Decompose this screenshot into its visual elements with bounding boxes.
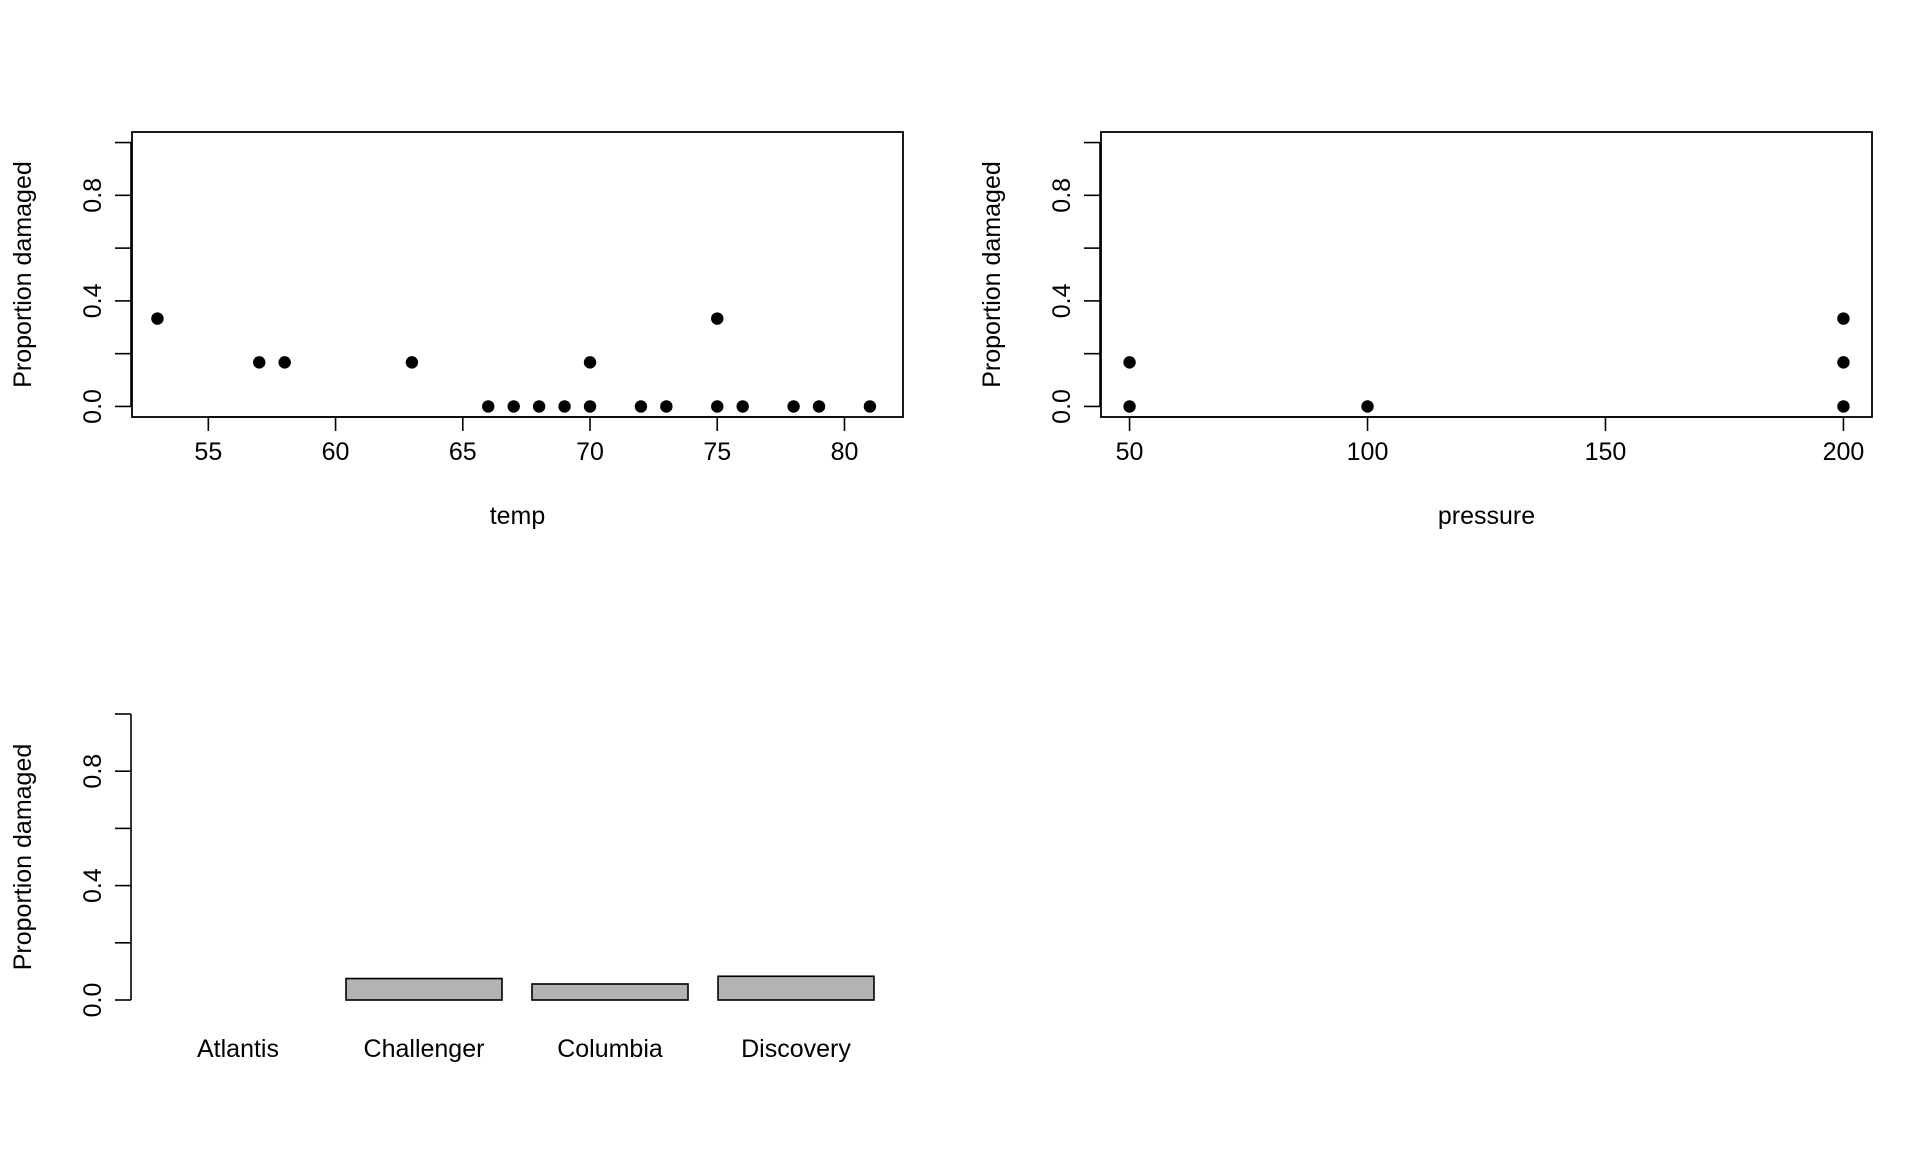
bar — [345, 977, 503, 1001]
category-label: Challenger — [364, 1035, 485, 1063]
plot-frame — [1100, 131, 1873, 418]
x-tick-label: 150 — [1585, 438, 1627, 466]
y-tick-label: 0.8 — [79, 754, 107, 789]
data-point — [583, 356, 597, 369]
bar — [531, 983, 689, 1001]
data-point — [1123, 400, 1136, 413]
data-point — [787, 400, 800, 413]
data-point — [405, 356, 419, 369]
category-label: Columbia — [557, 1035, 663, 1063]
data-point — [532, 400, 546, 413]
x-tick-label: 70 — [576, 438, 604, 466]
orbiter-bar-panel: 0.0 0.4 0.8 Proportion damaged Atlantis Chall… — [9, 713, 875, 1063]
category-label: Atlantis — [197, 1035, 279, 1063]
x-axis-title: temp — [490, 502, 546, 530]
x-tick-label: 50 — [1116, 438, 1144, 466]
x-tick-label: 60 — [322, 438, 350, 466]
x-tick-label: 75 — [703, 438, 731, 466]
y-tick-label: 0.8 — [79, 178, 107, 213]
data-point — [278, 356, 291, 369]
data-point — [583, 400, 597, 413]
data-point — [507, 400, 520, 413]
plot-frame — [131, 131, 904, 418]
data-point — [711, 312, 724, 325]
data-point — [1123, 356, 1136, 369]
data-point — [812, 400, 826, 413]
data-point — [151, 312, 164, 325]
category-label: Discovery — [741, 1035, 851, 1063]
data-point — [863, 400, 877, 413]
y-tick-label: 0.4 — [1048, 283, 1076, 318]
x-tick-label: 55 — [194, 438, 222, 466]
data-point — [736, 400, 749, 413]
y-tick-label: 0.4 — [79, 283, 107, 318]
data-point — [1837, 400, 1850, 413]
data-point — [1837, 312, 1850, 325]
y-tick-label: 0.8 — [1048, 178, 1076, 213]
data-point — [1361, 400, 1374, 413]
data-point — [482, 400, 495, 413]
y-axis-title: Proportion damaged — [978, 161, 1006, 388]
pressure-scatter-panel: 50 100 150 200 0.0 0.4 0.8 pressure Proportion d… — [978, 131, 1873, 530]
temp-scatter-panel: 55 60 65 70 75 80 0.0 0.4 0.8 temp Proportion dama… — [9, 131, 904, 530]
data-point — [634, 400, 648, 413]
x-tick-label: 100 — [1347, 438, 1389, 466]
x-axis-title: pressure — [1438, 502, 1535, 530]
y-tick-label: 0.4 — [79, 868, 107, 903]
y-tick-label: 0.0 — [79, 389, 107, 424]
data-point — [253, 356, 266, 369]
y-axis-title: Proportion damaged — [9, 161, 37, 388]
x-tick-label: 200 — [1823, 438, 1865, 466]
x-tick-label: 65 — [449, 438, 477, 466]
data-point — [660, 400, 673, 413]
bar — [717, 975, 875, 1001]
data-point — [711, 400, 724, 413]
data-point — [558, 400, 571, 413]
y-tick-label: 0.0 — [1048, 389, 1076, 424]
y-axis-title: Proportion damaged — [9, 744, 37, 971]
x-tick-label: 80 — [831, 438, 859, 466]
y-tick-label: 0.0 — [79, 983, 107, 1018]
data-point — [1837, 356, 1850, 369]
